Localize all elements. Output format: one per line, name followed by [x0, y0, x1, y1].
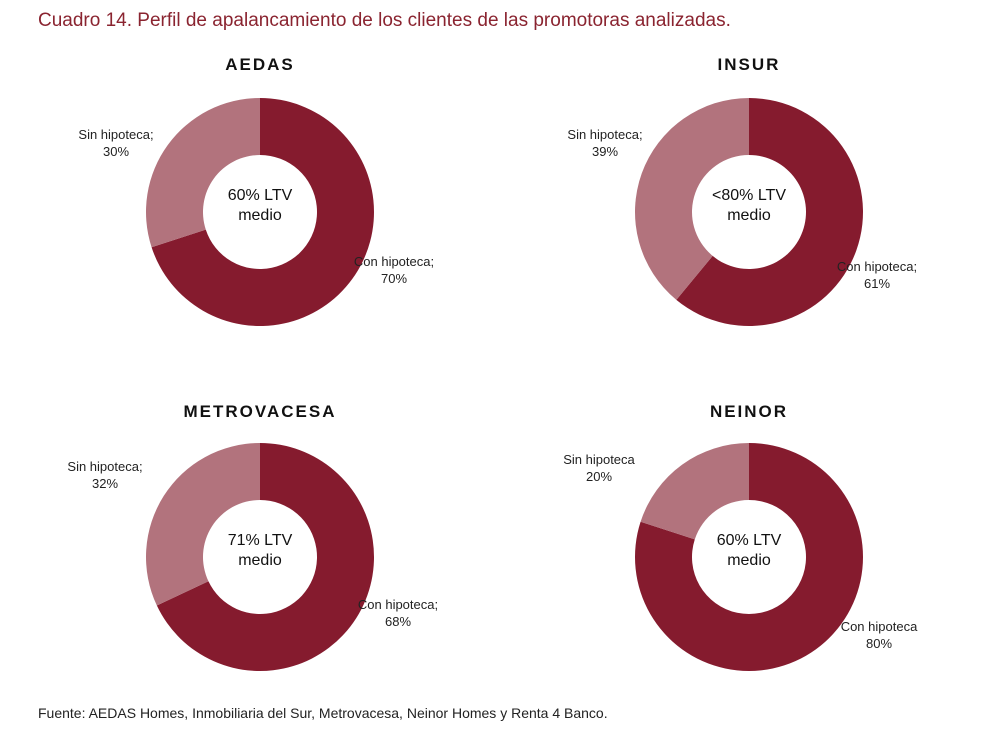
slice-value: 39% — [591, 144, 619, 159]
donut-panel-metrovacesa: METROVACESA 71% LTV medio Con hipoteca; … — [20, 402, 500, 722]
slice-label-sin-hipoteca: Sin hipoteca; 39% — [535, 126, 675, 160]
slice-value: 70% — [380, 271, 408, 286]
center-label-line1: <80% LTV — [712, 187, 786, 204]
donut-slice-sin-hipoteca — [635, 98, 749, 300]
center-label: 60% LTV medio — [689, 531, 809, 571]
slice-label-con-hipoteca: Con hipoteca; 68% — [328, 596, 468, 630]
slice-name: Sin hipoteca; — [567, 127, 643, 142]
slice-value: 20% — [585, 469, 613, 484]
slice-name: Con hipoteca; — [836, 259, 918, 274]
document-title: Cuadro 14. Perfil de apalancamiento de l… — [38, 10, 731, 31]
slice-label-sin-hipoteca: Sin hipoteca 20% — [529, 451, 669, 485]
donut-slice-con-hipoteca — [635, 443, 863, 671]
slice-label-con-hipoteca: Con hipoteca 80% — [809, 618, 949, 652]
slice-name: Con hipoteca; — [357, 597, 439, 612]
slice-label-sin-hipoteca: Sin hipoteca; 32% — [35, 458, 175, 492]
slice-name: Sin hipoteca; — [67, 459, 143, 474]
slice-name: Con hipoteca; — [353, 254, 435, 269]
slice-label-sin-hipoteca: Sin hipoteca; 30% — [46, 126, 186, 160]
slice-name: Sin hipoteca — [563, 452, 635, 467]
donut-slice-con-hipoteca — [676, 98, 863, 327]
center-label-line1: 60% LTV — [227, 187, 293, 204]
source-note: Fuente: AEDAS Homes, Inmobiliaria del Su… — [38, 705, 608, 721]
donut-slice-con-hipoteca — [156, 443, 375, 671]
center-label: 60% LTV medio — [200, 186, 320, 226]
donut-panel-neinor: NEINOR 60% LTV medio Con hipoteca 80% Si… — [509, 402, 989, 722]
donut-chart-insur — [635, 98, 863, 327]
donut-chart-aedas — [146, 98, 374, 326]
slice-name: Con hipoteca — [840, 619, 918, 634]
donut-panel-insur: INSUR <80% LTV medio Con hipoteca; 61% S… — [509, 55, 989, 375]
chart-title: METROVACESA — [183, 402, 337, 421]
center-label-line2: medio — [238, 207, 282, 224]
center-label-line2: medio — [727, 552, 771, 569]
chart-title: INSUR — [717, 55, 781, 74]
donut-panel-aedas: AEDAS 60% LTV medio Con hipoteca; 70% Si… — [20, 55, 500, 375]
center-label-line1: 60% LTV — [716, 532, 782, 549]
slice-value: 30% — [102, 144, 130, 159]
slice-name: Sin hipoteca; — [78, 127, 154, 142]
center-label: <80% LTV medio — [689, 186, 809, 226]
center-label-line2: medio — [727, 207, 771, 224]
donut-chart-metrovacesa — [146, 443, 375, 671]
slice-value: 61% — [863, 276, 891, 291]
donut-slice-sin-hipoteca — [146, 443, 260, 606]
donut-slice-con-hipoteca — [151, 98, 374, 326]
donut-slice-sin-hipoteca — [640, 443, 749, 540]
slice-value: 32% — [91, 476, 119, 491]
chart-title: AEDAS — [225, 55, 295, 74]
slice-value: 80% — [865, 636, 893, 651]
center-label-line2: medio — [238, 552, 282, 569]
donut-slice-sin-hipoteca — [146, 98, 260, 248]
center-label-line1: 71% LTV — [227, 532, 293, 549]
chart-title: NEINOR — [709, 402, 789, 421]
slice-label-con-hipoteca: Con hipoteca; 70% — [324, 253, 464, 287]
slice-label-con-hipoteca: Con hipoteca; 61% — [807, 258, 947, 292]
donut-chart-neinor — [635, 443, 863, 671]
slice-value: 68% — [384, 614, 412, 629]
center-label: 71% LTV medio — [200, 531, 320, 571]
